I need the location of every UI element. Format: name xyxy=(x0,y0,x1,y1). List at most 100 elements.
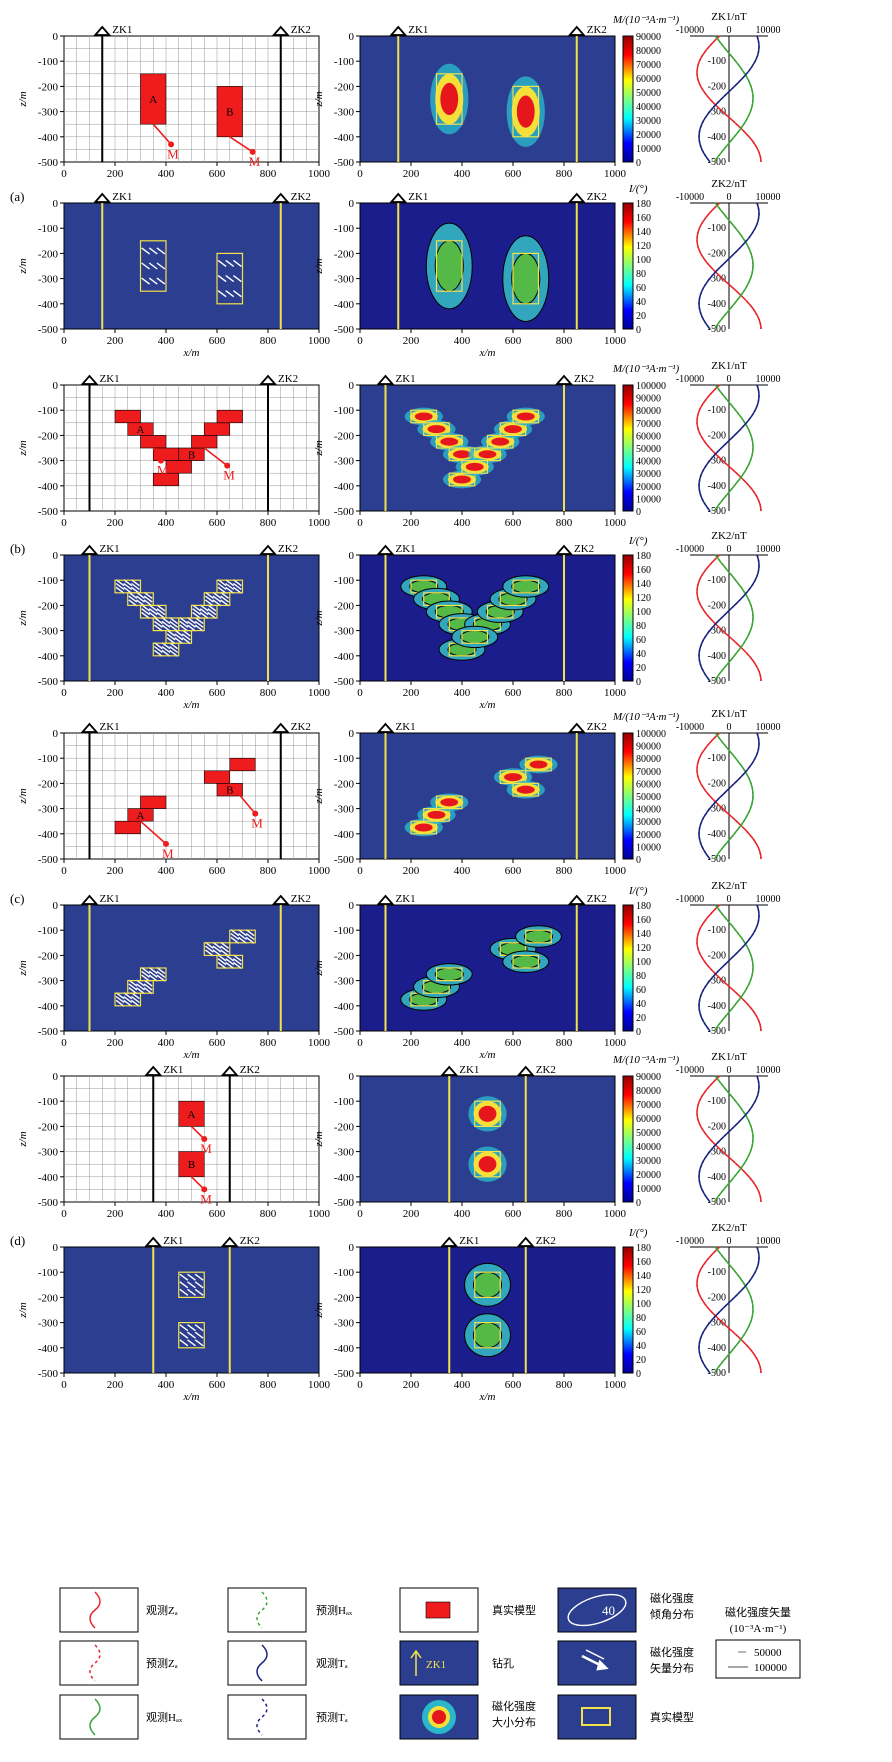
i-colorbar-label: 40 xyxy=(636,297,646,308)
m-d-xtick-label: 400 xyxy=(454,1208,471,1220)
vec-arrow-icon xyxy=(232,582,242,591)
i-c-xtick-label: 0 xyxy=(357,1037,363,1049)
model-a-ztick-label: -500 xyxy=(38,157,59,169)
model-block-label: A xyxy=(137,424,145,436)
i-c-xlabel: x/m xyxy=(479,1049,496,1061)
model-c-xtick-label: 1000 xyxy=(308,865,331,877)
profile-title: ZK1/nT xyxy=(711,11,747,23)
i-b-borehole-label: ZK1 xyxy=(396,543,416,555)
model-b-ztick-label: -500 xyxy=(38,506,59,518)
model-block xyxy=(216,409,243,424)
vec-c-xtick-label: 1000 xyxy=(308,1037,331,1049)
model-c-zlabel: z/m xyxy=(17,788,29,804)
model-block-label: B xyxy=(188,449,195,461)
profile-hax-curve xyxy=(713,904,754,1032)
model-block-label: B xyxy=(188,1159,195,1171)
m-anomaly-core xyxy=(414,823,433,832)
profile-ta-pred-curve xyxy=(698,554,760,682)
m-a-xtick-label: 800 xyxy=(556,168,573,180)
i-c-borehole-label: ZK2 xyxy=(587,893,607,905)
profile-z-label: -200 xyxy=(708,950,726,961)
m-colorbar-label: 40000 xyxy=(636,457,661,468)
model-c-ztick-label: -100 xyxy=(38,753,59,765)
model-d-borehole-label: ZK1 xyxy=(163,1064,183,1076)
i-true-outline xyxy=(512,579,540,594)
vec-arrow-icon xyxy=(245,932,255,941)
m-anomaly-core xyxy=(529,760,548,769)
profile-z-label: -200 xyxy=(708,430,726,441)
profile-tick-label: 0 xyxy=(727,544,732,555)
vec-arrow-icon xyxy=(187,620,196,628)
model-block-label: A xyxy=(188,1109,196,1121)
vec-arrow-icon xyxy=(115,582,125,591)
profile-c-1: -10000 0 10000 -100 -200 -300 -400 -500 ZK2/nT xyxy=(676,880,781,1037)
vec-c-zlabel: z/m xyxy=(17,960,29,976)
i-colorbar-label: 120 xyxy=(636,593,651,604)
m-colorbar-label: 20000 xyxy=(636,482,661,493)
i-colorbar-label: 120 xyxy=(636,1285,651,1296)
m-anomaly-core xyxy=(427,425,446,434)
m-colorbar-label: 50000 xyxy=(636,444,661,455)
i-b-xtick-label: 600 xyxy=(505,687,522,699)
vec-arrow-icon xyxy=(179,1281,189,1289)
m-d-borehole-triangle-icon xyxy=(516,1065,535,1076)
model-block xyxy=(114,409,141,424)
legend-box-obs-ta xyxy=(227,1640,307,1686)
i-c-zlabel: z/m xyxy=(313,960,325,976)
vec-arrow-icon xyxy=(238,932,247,941)
i-b-borehole-label: ZK2 xyxy=(574,543,594,555)
legend-yellow-box xyxy=(581,1707,611,1726)
profile-tick-label: 0 xyxy=(727,1065,732,1076)
model-a-xtick-label: 1000 xyxy=(308,168,331,180)
legend-vec-scale-box xyxy=(715,1639,801,1679)
model-d-zlabel: z/m xyxy=(17,1131,29,1147)
vec-arrow-icon xyxy=(156,970,166,978)
m-colorbar xyxy=(622,384,634,512)
legend-borehole: 钻孔 xyxy=(492,1656,514,1670)
m-b-xtick-label: 1000 xyxy=(604,517,627,529)
vec-arrow-icon xyxy=(232,290,242,298)
vec-a-borehole-label: ZK1 xyxy=(112,191,132,203)
m-colorbar-label: 90000 xyxy=(636,742,661,753)
model-c-ztick-label: -500 xyxy=(38,854,59,866)
m-anomaly-core xyxy=(414,412,433,421)
vec-arrow-icon xyxy=(232,275,242,283)
model-d-xtick-label: 400 xyxy=(158,1208,175,1220)
legend-obs-ta: 观测Tₐ xyxy=(316,1657,348,1670)
vec-arrow-icon xyxy=(166,633,176,641)
m-colorbar-label: 60000 xyxy=(636,74,661,85)
vec-arrow-icon xyxy=(225,259,235,268)
i-b-xtick-label: 0 xyxy=(357,687,363,699)
m-true-outline xyxy=(512,409,540,424)
model-b-ztick-label: -300 xyxy=(38,456,59,468)
vec-d-xtick-label: 200 xyxy=(107,1379,124,1391)
vec-b-borehole-label: ZK1 xyxy=(100,543,120,555)
m-d-borehole-label: ZK2 xyxy=(536,1064,556,1076)
legend-vec-dist-2: 矢量分布 xyxy=(650,1661,694,1675)
m-plot-bg xyxy=(359,732,616,860)
vec-c-ztick-label: -200 xyxy=(38,950,59,962)
i-true-outline xyxy=(435,240,463,292)
i-colorbar-label: 40 xyxy=(636,1341,646,1352)
vec-arrow-icon xyxy=(123,582,133,591)
m-colorbar-label: 10000 xyxy=(636,842,661,853)
i-c-ztick-label: 0 xyxy=(349,900,355,912)
profile-za-pred-curve xyxy=(696,1075,762,1203)
profile-tick-label: 0 xyxy=(727,25,732,36)
profile-z-label: -100 xyxy=(708,1267,726,1278)
vec-b-borehole-triangle-icon xyxy=(80,544,99,555)
profile-z-label: -400 xyxy=(708,132,726,143)
model-d-borehole-label: ZK2 xyxy=(240,1064,260,1076)
vec-b-ztick-label: -400 xyxy=(38,651,59,663)
profile-tick-label: -10000 xyxy=(676,722,704,733)
profile-z-label: -200 xyxy=(708,600,726,611)
model-block xyxy=(178,1151,205,1178)
i-d-zlabel: z/m xyxy=(313,1302,325,1318)
vec-b-xtick-label: 200 xyxy=(107,687,124,699)
profile-z-label: -300 xyxy=(708,976,726,987)
model-d-ztick-label: -400 xyxy=(38,1172,59,1184)
vec-b-ztick-label: 0 xyxy=(53,550,59,562)
vec-arrow-icon xyxy=(179,620,189,628)
m-colorbar-label: 100000 xyxy=(636,729,666,740)
model-block xyxy=(191,435,218,449)
